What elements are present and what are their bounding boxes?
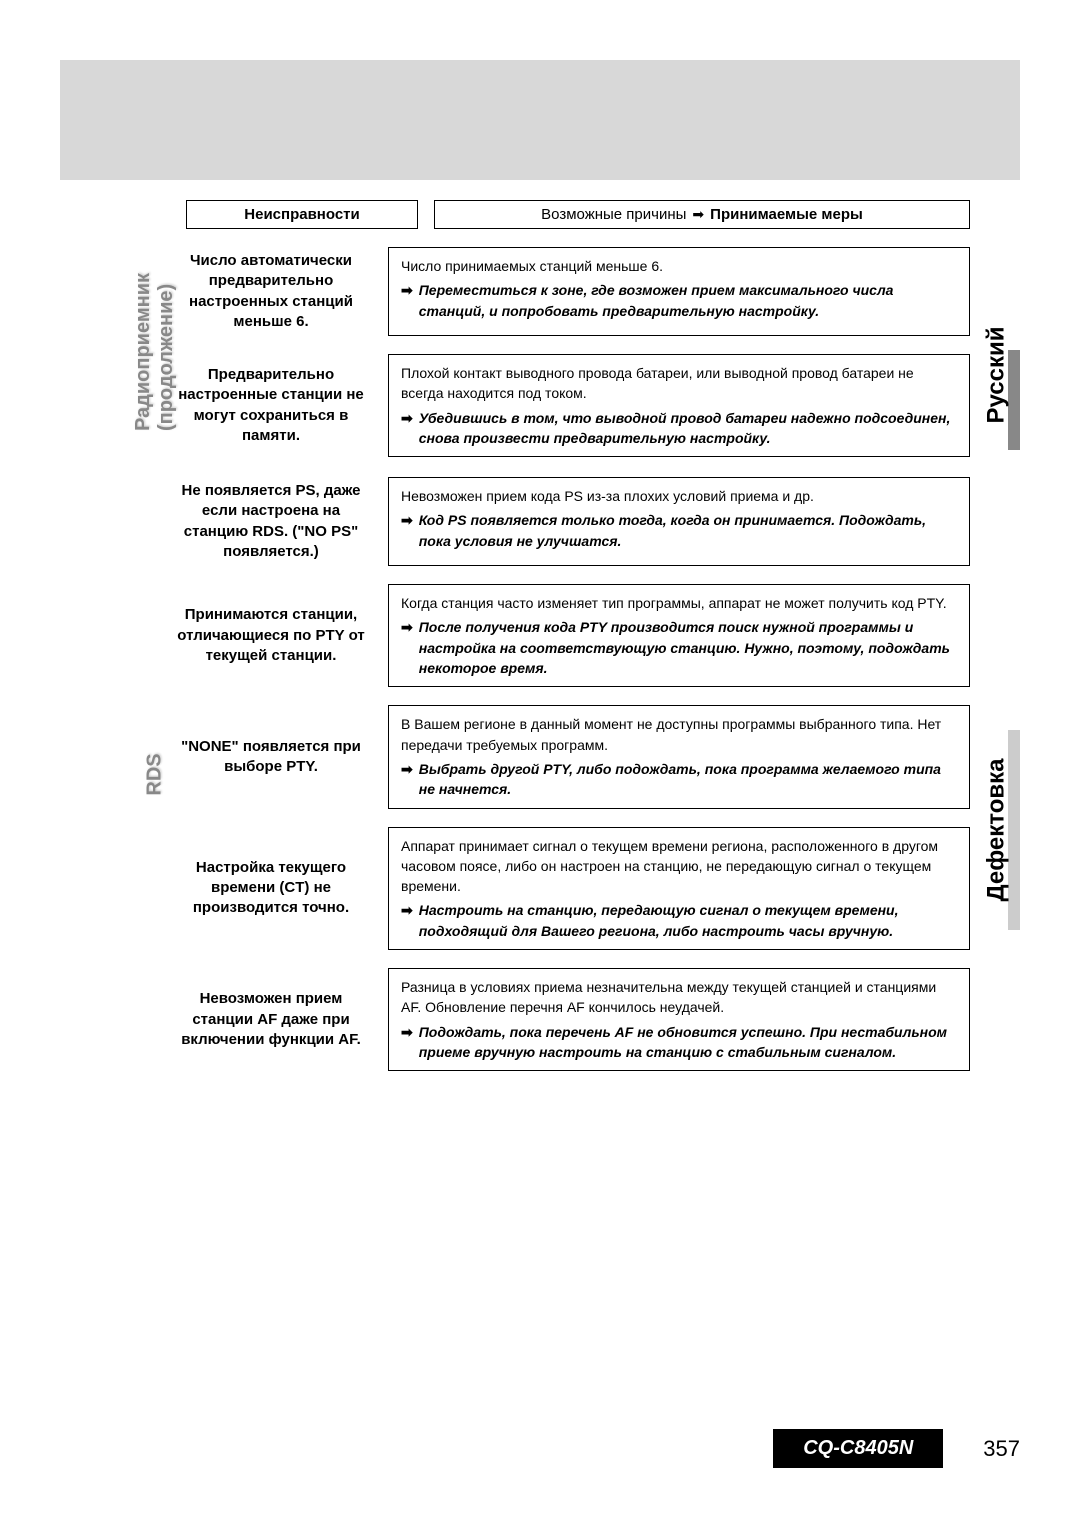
- section-group: Радиоприемник(продолжение)Число автомати…: [140, 247, 970, 457]
- remedy-line: ➡Выбрать другой PTY, либо подождать, пок…: [401, 759, 957, 800]
- problems-header-text: Неисправности: [244, 206, 359, 223]
- trouble-row: Невозможен прием станции AF даже при вкл…: [170, 968, 970, 1071]
- cause-text: Плохой контакт выводного провода батареи…: [401, 363, 957, 404]
- top-banner: [60, 60, 1020, 180]
- section-label-wrap: RDS: [140, 477, 170, 1071]
- cause-text: Число принимаемых станций меньше 6.: [401, 256, 957, 276]
- remedy-text: Переместиться к зоне, где возможен прием…: [419, 280, 957, 321]
- cause-text: Невозможен прием кода PS из-за плохих ус…: [401, 486, 957, 506]
- causes-header: Возможные причины ➡ Принимаемые меры: [434, 200, 970, 229]
- rows-wrap: Число автоматически предварительно настр…: [170, 247, 970, 457]
- trouble-row: Число автоматически предварительно настр…: [170, 247, 970, 336]
- cause-cell: В Вашем регионе в данный момент не досту…: [388, 705, 970, 808]
- cause-text: В Вашем регионе в данный момент не досту…: [401, 714, 957, 755]
- remedy-line: ➡Код PS появляется только тогда, когда о…: [401, 510, 957, 551]
- problems-header: Неисправности: [186, 200, 418, 229]
- problem-cell: Число автоматически предварительно настр…: [170, 247, 372, 336]
- section-label-text: RDS: [144, 753, 167, 795]
- arrow-right-icon: ➡: [401, 617, 413, 678]
- causes-suffix: Принимаемые меры: [710, 206, 863, 223]
- remedy-text: После получения кода PTY производится по…: [419, 617, 957, 678]
- remedy-line: ➡Убедившись в том, что выводной провод б…: [401, 408, 957, 449]
- problem-cell: Настройка текущего времени (CT) не произ…: [170, 827, 372, 950]
- problem-cell: "NONE" появляется при выборе PTY.: [170, 705, 372, 808]
- cause-cell: Число принимаемых станций меньше 6. ➡Пере…: [388, 247, 970, 336]
- section-group: RDS Не появляется PS, даже если настроена…: [140, 477, 970, 1071]
- trouble-row: Настройка текущего времени (CT) не произ…: [170, 827, 970, 950]
- cause-cell: Когда станция часто изменяет тип програм…: [388, 584, 970, 687]
- problem-cell: Принимаются станции, отличающиеся по PTY…: [170, 584, 372, 687]
- model-number: CQ-C8405N: [773, 1429, 943, 1468]
- remedy-text: Подождать, пока перечень AF не обновится…: [419, 1022, 957, 1063]
- section-label-text: Радиоприемник(продолжение): [132, 273, 178, 431]
- remedy-text: Убедившись в том, что выводной провод ба…: [419, 408, 957, 449]
- arrow-right-icon: ➡: [401, 1022, 413, 1063]
- language-tab: Русский: [972, 300, 1020, 450]
- remedy-line: ➡После получения кода PTY производится п…: [401, 617, 957, 678]
- remedy-text: Код PS появляется только тогда, когда он…: [419, 510, 957, 551]
- cause-text: Разница в условиях приема незначительна …: [401, 977, 957, 1018]
- cause-cell: Разница в условиях приема незначительна …: [388, 968, 970, 1071]
- remedy-text: Выбрать другой PTY, либо подождать, пока…: [419, 759, 957, 800]
- spacer: [140, 200, 170, 229]
- remedy-line: ➡Переместиться к зоне, где возможен прие…: [401, 280, 957, 321]
- remedy-line: ➡Настроить на станцию, передающую сигнал…: [401, 900, 957, 941]
- arrow-right-icon: ➡: [401, 280, 413, 321]
- cause-cell: Аппарат принимает сигнал о текущем време…: [388, 827, 970, 950]
- cause-text: Когда станция часто изменяет тип програм…: [401, 593, 957, 613]
- content-area: Неисправности Возможные причины ➡ Приним…: [140, 200, 970, 1328]
- cause-cell: Невозможен прием кода PS из-за плохих ус…: [388, 477, 970, 566]
- remedy-line: ➡Подождать, пока перечень AF не обновитс…: [401, 1022, 957, 1063]
- header-row: Неисправности Возможные причины ➡ Приним…: [140, 200, 970, 229]
- section-label-wrap: Радиоприемник(продолжение): [140, 247, 170, 457]
- section-label: Радиоприемник(продолжение): [140, 247, 170, 457]
- cause-cell: Плохой контакт выводного провода батареи…: [388, 354, 970, 457]
- problem-cell: Невозможен прием станции AF даже при вкл…: [170, 968, 372, 1071]
- footer: CQ-C8405N 357: [60, 1429, 1020, 1468]
- arrow-right-icon: ➡: [401, 900, 413, 941]
- section-tab: Дефектовка: [972, 730, 1020, 930]
- rows-wrap: Не появляется PS, даже если настроена на…: [170, 477, 970, 1071]
- arrow-right-icon: ➡: [401, 408, 413, 449]
- language-label: Русский: [982, 327, 1010, 424]
- trouble-row: Предварительно настроенные станции не мо…: [170, 354, 970, 457]
- trouble-row: Принимаются станции, отличающиеся по PTY…: [170, 584, 970, 687]
- section-label: Дефектовка: [982, 759, 1010, 902]
- trouble-row: "NONE" появляется при выборе PTY. В Вашем…: [170, 705, 970, 808]
- remedy-text: Настроить на станцию, передающую сигнал …: [419, 900, 957, 941]
- trouble-row: Не появляется PS, даже если настроена на…: [170, 477, 970, 566]
- problem-cell: Предварительно настроенные станции не мо…: [170, 354, 372, 457]
- arrow-right-icon: ➡: [692, 206, 704, 223]
- section-label: RDS: [140, 477, 170, 1071]
- cause-text: Аппарат принимает сигнал о текущем време…: [401, 836, 957, 897]
- arrow-right-icon: ➡: [401, 510, 413, 551]
- problem-cell: Не появляется PS, даже если настроена на…: [170, 477, 372, 566]
- causes-prefix: Возможные причины: [541, 206, 686, 223]
- page-number: 357: [983, 1436, 1020, 1462]
- arrow-right-icon: ➡: [401, 759, 413, 800]
